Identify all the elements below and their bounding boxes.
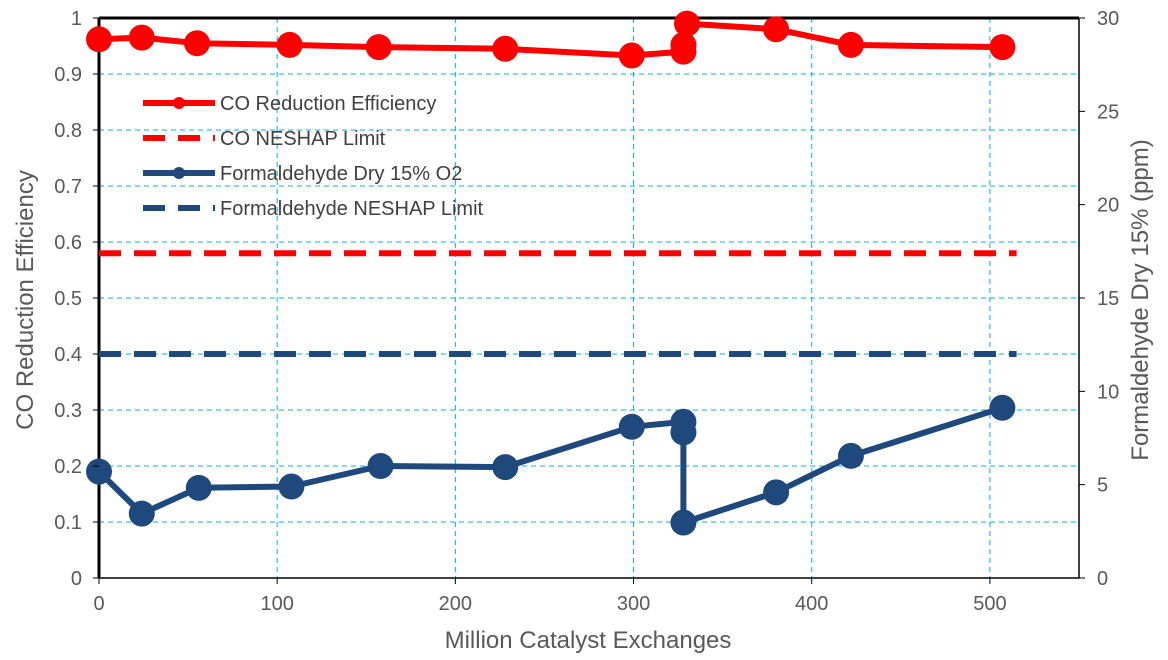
y2-tick-label: 30 — [1097, 8, 1119, 30]
series-2-point — [492, 454, 519, 481]
series-0-point — [837, 31, 864, 58]
y-tick-label: 0.1 — [54, 512, 82, 534]
x-tick-label: 300 — [617, 593, 650, 615]
x-tick-label: 0 — [93, 593, 104, 615]
series-0-point — [492, 35, 519, 62]
series-0-point — [670, 31, 697, 58]
y-axis-title: CO Reduction Efficiency — [12, 170, 39, 430]
y-tick-label: 0.7 — [54, 176, 82, 198]
legend-label-0: CO Reduction Efficiency — [220, 93, 436, 115]
legend-marker-2 — [173, 167, 185, 179]
series-0-point — [618, 42, 645, 69]
y-tick-label: 0.5 — [54, 288, 82, 310]
y-tick-label: 0.6 — [54, 232, 82, 254]
series-0-point — [989, 34, 1016, 61]
series-2-point — [670, 419, 697, 446]
y2-tick-label: 15 — [1097, 288, 1119, 310]
y2-tick-label: 25 — [1097, 101, 1119, 123]
series-0-point — [763, 16, 790, 43]
series-2-point — [367, 453, 394, 479]
y2-tick-label: 10 — [1097, 381, 1119, 403]
y-tick-label: 0.8 — [54, 120, 82, 142]
legend-label-2: Formaldehyde Dry 15% O2 — [220, 163, 462, 185]
series-0-point — [674, 10, 700, 37]
y-tick-label: 0.9 — [54, 64, 82, 86]
y2-tick-label: 20 — [1097, 195, 1119, 217]
series-0-point — [365, 34, 392, 61]
y-tick-label: 0.4 — [54, 344, 82, 366]
x-tick-label: 200 — [439, 593, 472, 615]
y2-axis-title: Formaldehyde Dry 15% (ppm) — [1127, 139, 1154, 460]
y-tick-label: 0.2 — [54, 456, 82, 478]
series-2-point — [989, 394, 1016, 421]
series-line-0 — [98, 20, 1003, 59]
series-line-2 — [96, 404, 1004, 526]
x-tick-label: 400 — [795, 593, 828, 615]
y2-tick-label: 0 — [1097, 568, 1108, 590]
x-axis-title: Million Catalyst Exchanges — [445, 627, 732, 654]
y-tick-label: 0 — [71, 568, 82, 590]
series-2-point — [185, 474, 212, 501]
series-0-point — [128, 24, 155, 51]
series-0-point — [86, 26, 112, 53]
ticks-layer: 0 100 200 300 400 50000.10.20.30.40.50.60.70.… — [54, 8, 1119, 615]
series-layer — [86, 10, 1017, 536]
series-2-point — [128, 500, 155, 527]
legend-label-1: CO NESHAP Limit — [220, 128, 386, 150]
legend: CO Reduction Efficiency CO NESHAP Limit Fo… — [143, 93, 484, 220]
series-2-point — [86, 458, 112, 485]
y-tick-label: 0.3 — [54, 400, 82, 422]
series-0-point — [276, 31, 303, 58]
series-0-point — [184, 30, 210, 57]
y2-tick-label: 5 — [1097, 475, 1108, 497]
x-tick-label: 100 — [260, 593, 293, 615]
series-2-point — [278, 473, 305, 500]
y-tick-label: 1 — [71, 8, 82, 30]
legend-label-3: Formaldehyde NESHAP Limit — [220, 198, 484, 220]
series-2-point — [670, 509, 697, 536]
series-2-point — [763, 479, 790, 506]
series-2-point — [618, 413, 645, 440]
series-2-point — [837, 442, 864, 469]
legend-marker-0 — [173, 97, 185, 109]
x-tick-label: 500 — [973, 593, 1006, 615]
